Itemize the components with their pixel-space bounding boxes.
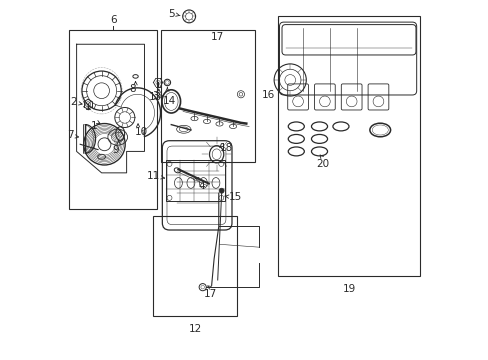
Text: 9: 9: [112, 145, 119, 155]
Bar: [69, 30, 157, 208]
Text: 3: 3: [152, 91, 159, 101]
Text: 13: 13: [149, 92, 162, 102]
Bar: [153, 216, 237, 316]
Text: 7: 7: [67, 130, 74, 140]
Text: 12: 12: [188, 324, 202, 334]
Text: 18: 18: [220, 143, 233, 153]
Text: 4: 4: [198, 181, 205, 191]
Text: 10: 10: [135, 127, 148, 137]
Text: 20: 20: [315, 159, 328, 169]
Bar: [278, 16, 419, 276]
Text: 19: 19: [343, 284, 356, 294]
Text: 2: 2: [70, 97, 77, 107]
Text: 17: 17: [210, 32, 224, 42]
Circle shape: [219, 188, 224, 193]
Text: 6: 6: [110, 15, 116, 24]
Text: 8: 8: [129, 84, 136, 94]
Bar: [165, 160, 224, 202]
Text: 17: 17: [203, 289, 217, 299]
Bar: [160, 30, 255, 162]
Text: 14: 14: [163, 96, 176, 106]
Text: 16: 16: [261, 90, 274, 100]
Text: 11: 11: [147, 171, 160, 181]
Text: 15: 15: [228, 192, 242, 202]
Text: 5: 5: [168, 9, 175, 19]
Text: 1: 1: [90, 121, 97, 131]
